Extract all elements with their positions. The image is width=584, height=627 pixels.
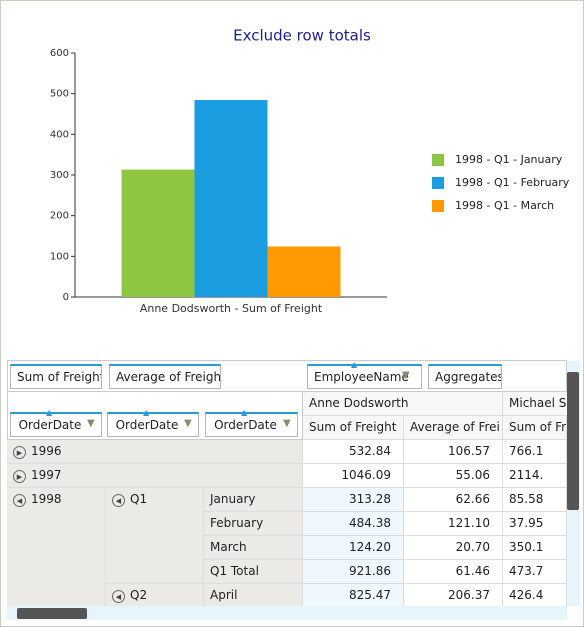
row-header: 1997	[7, 464, 303, 488]
data-field-button[interactable]: Sum of Freight	[10, 364, 102, 389]
vertical-scroll-thumb	[567, 372, 579, 510]
data-cell: 37.95	[503, 512, 567, 536]
sort-arrow: ▲	[241, 408, 248, 417]
row-field-button[interactable]: OrderDate	[10, 412, 102, 437]
sort-arrow: ▲	[143, 408, 150, 417]
row-header: April	[204, 584, 303, 608]
data-cell: 921.86	[303, 560, 404, 584]
data-cell: 426.4	[503, 584, 567, 608]
column-field-button[interactable]: EmployeeName	[307, 364, 422, 389]
legend-swatch	[432, 177, 444, 189]
data-cell: 55.06	[404, 464, 503, 488]
data-cell: 20.70	[404, 536, 503, 560]
row-header: 1998	[7, 488, 106, 608]
data-cell: 1046.09	[303, 464, 404, 488]
bar	[267, 246, 341, 297]
bar	[194, 100, 268, 297]
y-tick-label: 600	[50, 48, 69, 59]
data-cell: 473.7	[503, 560, 567, 584]
data-cell: 484.38	[303, 512, 404, 536]
column-subheader: Sum of Fre	[503, 416, 567, 440]
data-cell: 124.20	[303, 536, 404, 560]
data-cell: 206.37	[404, 584, 503, 608]
y-tick-label: 100	[50, 251, 69, 262]
filter-icon: ▼	[87, 418, 95, 429]
row-header: January	[204, 488, 303, 512]
chart-title: Exclude row totals	[233, 27, 371, 45]
data-cell: 61.46	[404, 560, 503, 584]
row-header: February	[204, 512, 303, 536]
data-cell: 121.10	[404, 512, 503, 536]
data-cell: 313.28	[303, 488, 404, 512]
column-field-button[interactable]: Aggregates	[428, 364, 502, 389]
bar	[121, 169, 195, 297]
y-tick-label: 400	[50, 129, 69, 140]
row-field-button[interactable]: OrderDate	[205, 412, 298, 437]
filter-icon: ▼	[402, 370, 410, 381]
data-cell: 2114.	[503, 464, 567, 488]
y-tick-label: 200	[50, 211, 69, 222]
column-subheader: Average of Frei	[404, 416, 503, 440]
chart: Exclude row totals 0 100 200 300 400 500 600 An…	[50, 27, 570, 316]
expander-icon: ◀	[112, 590, 125, 603]
expander-icon: ▶	[13, 446, 26, 459]
legend-label: 1998 - Q1 - January	[455, 153, 563, 166]
column-subheader: Sum of Freight	[303, 416, 404, 440]
data-field-button[interactable]: Average of Freight	[109, 364, 221, 389]
data-cell: 106.57	[404, 440, 503, 464]
data-cell: 350.1	[503, 536, 567, 560]
legend-label: 1998 - Q1 - March	[455, 199, 554, 212]
expander-icon: ◀	[13, 494, 26, 507]
legend-swatch	[432, 200, 444, 212]
expander-icon: ◀	[112, 494, 125, 507]
sort-arrow: ▲	[351, 360, 358, 369]
data-cell: 825.47	[303, 584, 404, 608]
filter-icon: ▼	[184, 418, 192, 429]
legend-label: 1998 - Q1 - February	[455, 176, 570, 189]
horizontal-scrollbar	[7, 606, 567, 620]
y-tick-label: 0	[63, 292, 69, 303]
sort-arrow: ▲	[46, 408, 53, 417]
data-cell: 62.66	[404, 488, 503, 512]
data-cell: 532.84	[303, 440, 404, 464]
column-header: Anne Dodsworth	[303, 392, 503, 416]
expander-icon: ▶	[13, 470, 26, 483]
y-tick-label: 500	[50, 89, 69, 100]
y-tick-label: 300	[50, 170, 69, 181]
data-cell: 766.1	[503, 440, 567, 464]
column-header: Michael Su	[503, 392, 567, 416]
row-field-button[interactable]: OrderDate	[107, 412, 199, 437]
horizontal-scroll-thumb	[17, 608, 87, 619]
row-header: Q1 Total	[204, 560, 303, 584]
x-tick-label: Anne Dodsworth - Sum of Freight	[140, 302, 323, 315]
legend-swatch	[432, 154, 444, 166]
row-header: March	[204, 536, 303, 560]
data-cell: 85.58	[503, 488, 567, 512]
filter-icon: ▼	[283, 418, 291, 429]
row-header: 1996	[7, 440, 303, 464]
